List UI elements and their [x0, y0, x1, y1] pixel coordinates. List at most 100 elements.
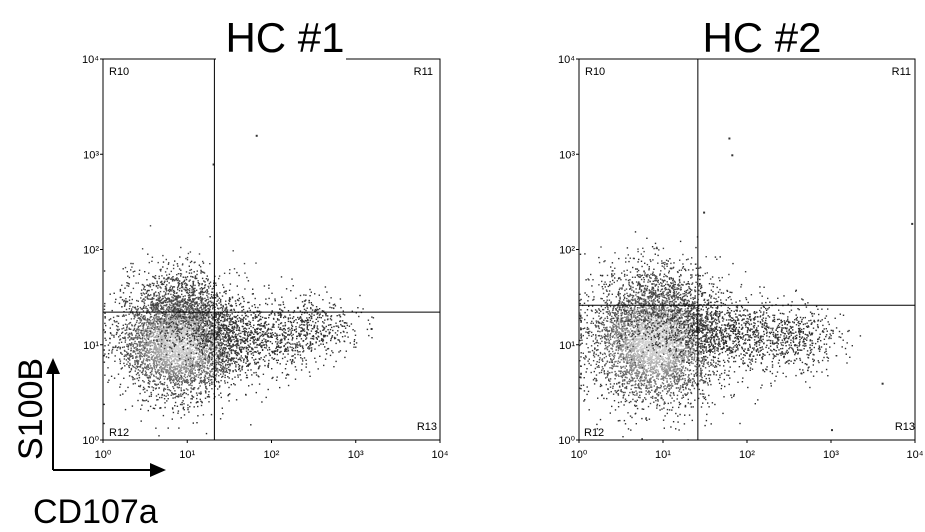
event-dot: [177, 370, 179, 372]
event-dot: [215, 312, 217, 315]
event-dot: [203, 350, 205, 352]
event-dot: [165, 331, 168, 333]
event-dot: [137, 362, 139, 364]
event-dot: [219, 329, 221, 331]
event-dot: [194, 342, 196, 344]
event-dot: [197, 322, 199, 325]
event-dot: [206, 377, 208, 379]
event-dot: [186, 314, 189, 316]
event-dot: [168, 335, 170, 337]
event-dot: [197, 296, 199, 299]
event-dot: [201, 348, 204, 350]
event-dot: [205, 322, 207, 325]
event-dot: [207, 285, 209, 288]
event-dot: [217, 380, 220, 383]
event-dot: [193, 304, 195, 306]
event-dot: [129, 343, 132, 345]
event-dot: [165, 323, 167, 326]
event-dot: [141, 338, 144, 340]
event-dot: [165, 290, 168, 292]
event-dot: [158, 338, 161, 340]
event-dot: [163, 299, 166, 302]
event-dot: [174, 328, 177, 331]
event-dot: [193, 336, 196, 338]
event-dot: [179, 336, 181, 339]
event-dot: [150, 304, 152, 307]
event-dot: [177, 350, 180, 352]
event-dot: [183, 317, 185, 319]
event-dot: [209, 373, 211, 375]
event-dot: [212, 336, 215, 338]
event-dot: [126, 271, 128, 273]
event-dot: [152, 350, 154, 352]
event-dot: [202, 318, 204, 320]
event-dot: [200, 290, 202, 293]
event-dot: [196, 313, 198, 315]
event-dot: [172, 276, 174, 278]
event-dot: [193, 380, 196, 382]
event-dot: [184, 320, 187, 322]
event-dot: [152, 380, 154, 383]
event-dot: [240, 355, 242, 357]
event-dot: [228, 372, 231, 374]
event-dot: [163, 334, 165, 336]
event-dot: [135, 337, 137, 339]
event-dot: [148, 350, 150, 352]
event-dot: [222, 368, 224, 371]
event-dot: [136, 319, 138, 322]
event-dot: [169, 290, 172, 292]
event-dot: [201, 371, 203, 373]
event-dot: [136, 355, 138, 357]
event-dot: [143, 355, 146, 358]
event-dot: [148, 356, 150, 358]
event-dot: [252, 293, 254, 295]
event-dot: [185, 344, 187, 346]
event-dot: [188, 340, 191, 343]
event-dot: [168, 336, 170, 339]
event-dot: [201, 346, 203, 348]
event-dot: [159, 407, 161, 409]
event-dot: [220, 361, 222, 364]
event-dot: [151, 298, 154, 300]
event-dot: [198, 387, 200, 389]
event-dot: [215, 303, 217, 305]
event-dot: [190, 305, 192, 307]
event-dot: [229, 318, 231, 320]
event-dot: [144, 363, 146, 366]
event-dot: [159, 381, 162, 383]
event-dot: [137, 363, 139, 365]
event-dot: [158, 334, 160, 336]
event-dot: [184, 358, 186, 361]
event-dot: [185, 358, 187, 360]
event-dot: [187, 302, 189, 304]
event-dot: [105, 324, 107, 327]
event-dot: [178, 313, 180, 316]
event-dot: [194, 290, 196, 293]
event-dot: [189, 378, 192, 381]
event-dot: [184, 289, 186, 291]
event-dot: [183, 315, 185, 317]
event-dot: [149, 315, 152, 318]
event-dot: [183, 379, 186, 381]
event-dot: [212, 375, 214, 377]
event-dot: [198, 322, 200, 324]
event-dot: [121, 328, 123, 330]
event-dot: [165, 355, 167, 358]
event-dot: [163, 345, 166, 348]
event-dot: [162, 297, 164, 300]
event-dot: [174, 358, 177, 360]
event-dot: [155, 373, 157, 375]
event-dot: [155, 310, 157, 312]
event-dot: [224, 307, 226, 309]
event-dot: [123, 299, 125, 302]
event-dot: [160, 328, 162, 330]
event-dot: [206, 396, 209, 398]
event-dot: [186, 323, 189, 325]
event-dot: [193, 321, 195, 324]
event-dot: [166, 392, 168, 395]
event-dot: [142, 345, 145, 347]
event-dot: [221, 368, 223, 370]
event-dot: [191, 398, 193, 400]
event-dot: [113, 292, 115, 294]
event-dot: [183, 368, 185, 371]
